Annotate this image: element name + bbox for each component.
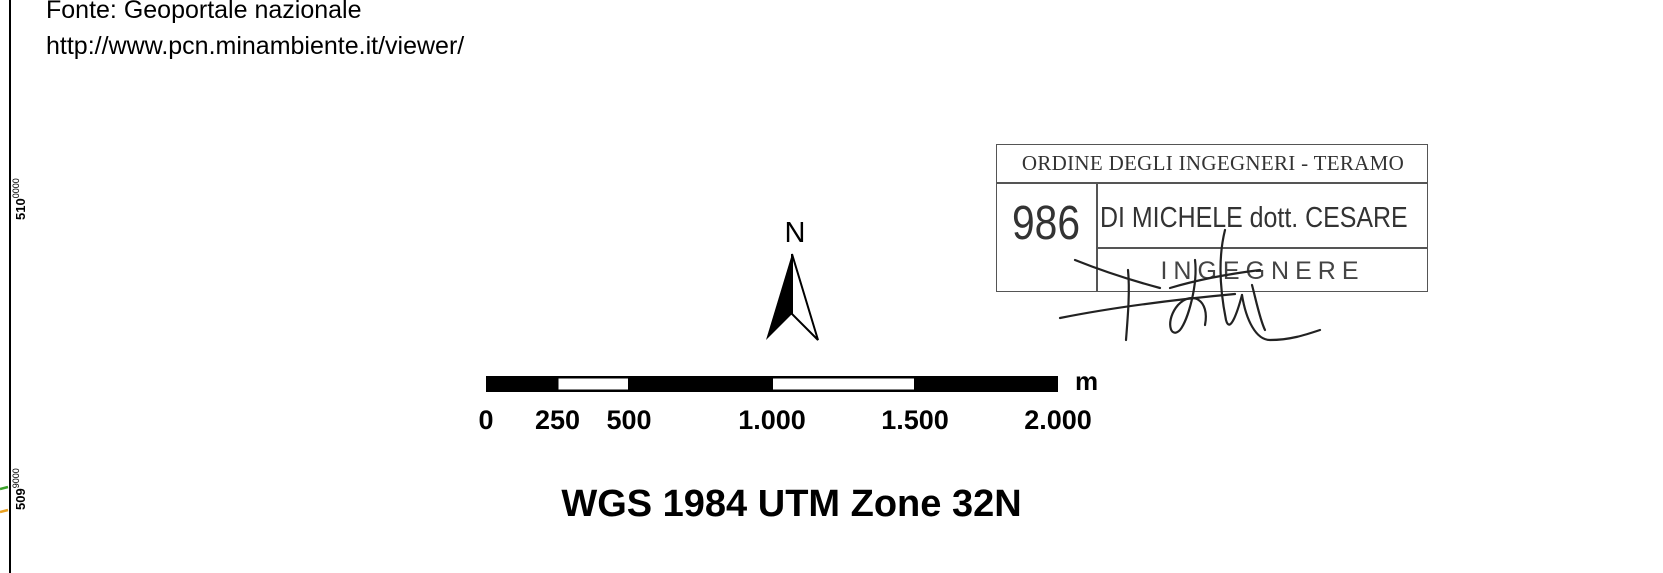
stamp-divider (1097, 247, 1428, 249)
source-url[interactable]: http://www.pcn.minambiente.it/viewer/ (46, 32, 465, 60)
map-edge-lines (0, 485, 9, 514)
scale-bar-segment (558, 378, 628, 390)
signature-icon (1058, 228, 1322, 342)
scale-tick-label: 1.500 (881, 405, 949, 435)
north-arrow: N (760, 218, 830, 348)
stamp-engineer-name: DI MICHELE dott. CESARE (1100, 202, 1408, 234)
grid-coordinate-minor: 0000 (11, 178, 21, 199)
scale-bar (486, 376, 1058, 392)
grid-coordinate-major: 510 (13, 198, 28, 220)
scale-tick-label: 0 (478, 405, 494, 435)
stamp-registration-number: 986 (1011, 197, 1081, 250)
stamp-divider (1096, 183, 1098, 292)
scale-bar-graphic (486, 376, 1058, 392)
map-edge-orange-line (0, 508, 9, 514)
map-edge-green-line (0, 485, 9, 491)
grid-coordinate-510: 5100000 (11, 160, 46, 220)
stamp-divider (996, 182, 1428, 184)
scale-tick-label: 2.000 (1024, 405, 1092, 435)
scale-unit: m (1075, 366, 1099, 396)
scale-tick-label: 1.000 (738, 405, 806, 435)
scale-bar-segment (773, 378, 914, 390)
scale-tick-label: 250 (534, 405, 581, 435)
projection-label: WGS 1984 UTM Zone 32N (561, 483, 1022, 525)
north-label: N (784, 217, 806, 249)
north-arrow-icon (766, 253, 819, 341)
stamp-border (996, 144, 1428, 292)
map-frame-border (9, 0, 11, 573)
scale-bar-outline (486, 376, 1058, 392)
source-label: Fonte: Geoportale nazionale (46, 0, 362, 24)
scale-tick-label: 500 (606, 405, 652, 435)
stamp-organization: ORDINE DEGLI INGEGNERI - TERAMO (1021, 151, 1405, 175)
